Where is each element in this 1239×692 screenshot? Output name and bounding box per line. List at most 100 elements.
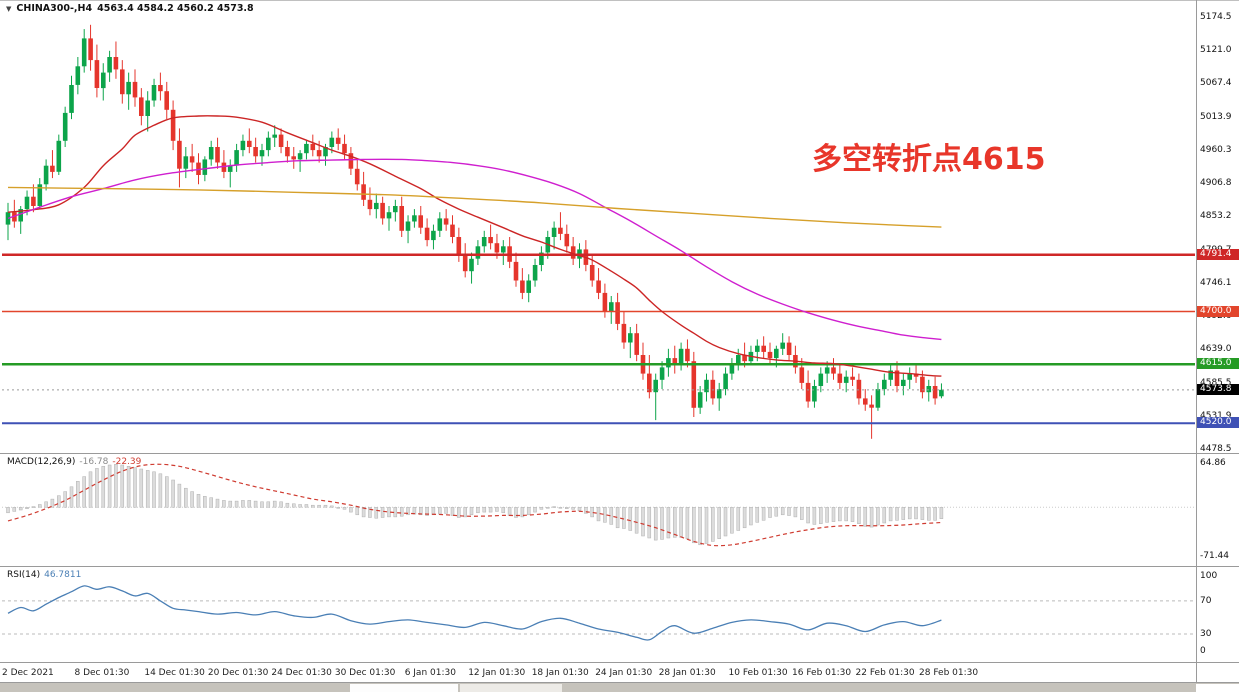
candle-body [62,112,68,141]
candle-body [69,85,74,113]
candle-body [177,140,182,169]
rsi-value: 46.7811 [44,570,82,580]
macd-histogram-bar [692,507,696,544]
macd-histogram-bar [730,507,734,534]
candle-body [882,379,887,390]
candle-body [183,156,189,169]
candle-body [380,202,385,219]
macd-histogram-bar [603,507,607,523]
macd-histogram-bar [653,507,658,541]
macd-histogram-bar [736,507,741,531]
macd-histogram-bar [920,507,925,520]
candle-body [285,147,290,157]
candle-body [158,85,163,92]
macd-histogram-bar [761,507,766,521]
macd-histogram-bar [463,507,467,518]
macd-histogram-bar [184,487,188,508]
macd-histogram-bar [298,504,302,508]
candle-body [520,280,525,293]
candle-body [342,143,347,154]
macd-histogram-bar [526,507,531,516]
taskbar-segment[interactable] [350,684,458,692]
candle-body [37,184,43,206]
collapse-quote-icon[interactable]: ▼ [6,5,12,13]
macd-histogram-bar [780,507,785,516]
candle-body [913,373,919,377]
candle-body [704,379,709,393]
candle-body [5,212,11,225]
macd-histogram-bar [234,500,239,508]
macd-histogram-bar [419,507,423,516]
macd-histogram-bar [717,507,721,539]
macd-histogram-bar [406,507,410,516]
macd-indicator-label: MACD(12,26,9) -16.78 -22.39 [7,457,145,467]
taskbar-segment[interactable] [460,684,562,692]
candle-body [405,221,411,231]
candle-body [488,237,493,244]
candle-body [462,255,468,272]
macd-histogram-bar [704,507,709,544]
candle-body [399,206,404,231]
candle-body [278,134,284,147]
macd-histogram-bar [787,507,791,516]
candle-body [43,165,49,185]
macd-histogram-bar [641,507,645,537]
macd-histogram-bar [101,466,106,508]
macd-signal-line [7,463,942,547]
macd-histogram-bar [311,504,315,508]
candle-body [170,109,176,141]
candle-body [208,147,214,160]
candle-body [526,280,531,293]
macd-histogram-bar [939,507,944,519]
candle-body [824,367,830,374]
candle-body [348,153,354,169]
macd-histogram-bar [241,500,245,508]
macd-histogram-bar [558,507,563,509]
candle-body [456,237,462,256]
candle-body [412,215,417,222]
candle-body [697,392,703,408]
macd-histogram-bar [673,507,677,538]
macd-histogram-bar [819,507,823,524]
macd-histogram-bar [38,504,42,508]
candle-body [310,143,316,151]
chart-annotation-text[interactable]: 多空转折点4615 [812,142,1046,177]
macd-histogram-bar [330,505,334,508]
candle-body [94,60,100,88]
macd-histogram-bar [501,507,506,514]
candle-body [501,246,506,253]
candle-body [145,100,150,116]
candle-body [799,367,805,383]
candle-body [513,261,519,281]
candle-body [469,258,474,272]
candle-body [678,348,684,365]
candle-body [31,196,36,206]
macd-histogram-bar [438,507,442,515]
macd-histogram-bar [266,501,271,508]
macd-histogram-bar [222,500,226,508]
macd-histogram-bar [82,476,86,508]
macd-main-value: -16.78 [79,457,109,467]
candle-body [863,398,868,405]
candle-body [875,389,881,408]
macd-histogram-bar [698,507,702,546]
candle-body [221,162,227,172]
candle-body [202,159,208,175]
candle-body [901,379,906,386]
candle-body [755,345,760,352]
macd-histogram-bar [145,470,150,508]
macd-histogram-bar [679,507,683,538]
candle-body [374,202,379,210]
candle-body [101,72,106,89]
macd-histogram-bar [774,507,779,517]
macd-histogram-bar [552,506,556,508]
candle-body [75,66,81,85]
macd-histogram-bar [31,506,36,508]
symbol-timeframe-label: CHINA300-,H4 [16,3,93,14]
ma-fast-line [7,115,942,377]
macd-histogram-bar [742,507,747,529]
macd-histogram-bar [914,507,918,520]
macd-histogram-bar [825,507,829,523]
candle-body [761,345,766,352]
